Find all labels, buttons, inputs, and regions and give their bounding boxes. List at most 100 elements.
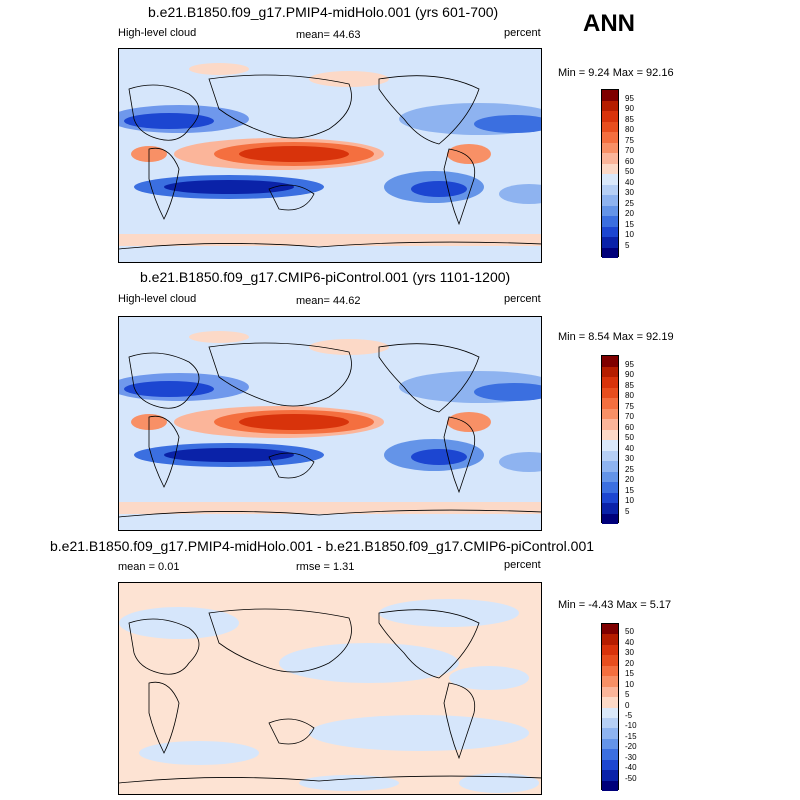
panel1-mean: mean= 44.63	[296, 29, 361, 41]
panel2-colorbar-segment	[602, 450, 618, 461]
panel2-colorbar-segment	[602, 429, 618, 440]
panel3-colorbar-tick-label: -15	[625, 731, 637, 741]
panel3-colorbar-segment	[602, 665, 618, 677]
panel2-variable: High-level cloud	[118, 293, 197, 305]
panel3-map	[118, 582, 542, 795]
panel3-colorbar-segment	[602, 686, 618, 698]
panel3-colorbar-tick-label: 15	[625, 669, 634, 679]
panel1-colorbar-tick-label: 60	[625, 156, 634, 166]
panel3-units: percent	[504, 559, 541, 571]
panel3-colorbar-segment	[602, 780, 618, 791]
panel2-units: percent	[504, 293, 541, 305]
panel2-colorbar-tick-label: 20	[625, 475, 634, 484]
panel2-title: b.e21.B1850.f09_g17.CMIP6-piControl.001 …	[140, 269, 511, 285]
panel2-colorbar-segment	[602, 398, 618, 409]
panel2-colorbar	[601, 355, 619, 524]
panel3-colorbar-segment	[602, 655, 618, 666]
panel1-colorbar-tick-label: 5	[625, 240, 630, 250]
panel1-colorbar	[601, 89, 619, 258]
panel1-colorbar-segment	[602, 121, 618, 132]
panel1-colorbar-segment	[602, 195, 618, 206]
panel1-colorbar-segment	[602, 226, 618, 237]
panel3-colorbar-segment	[602, 676, 618, 687]
panel2-colorbar-segment	[602, 408, 618, 419]
panel1-colorbar-segment	[602, 247, 618, 258]
panel3-colorbar-tick-label: -5	[625, 710, 633, 720]
panel2-colorbar-segment	[602, 387, 618, 398]
panel2-colorbar-segment	[602, 377, 618, 388]
panel3-colorbar-tick-label: 20	[625, 658, 634, 668]
panel1-colorbar-tick-label: 40	[625, 177, 634, 187]
panel1-colorbar-segment	[602, 205, 618, 216]
panel1-colorbar-segment	[602, 216, 618, 227]
panel2-minmax: Min = 8.54 Max = 92.19	[558, 331, 674, 343]
panel1-colorbar-segment	[602, 163, 618, 174]
panel2-map-svg	[119, 317, 541, 530]
panel2-colorbar-tick-label: 40	[625, 443, 634, 453]
panel1-colorbar-segment	[602, 174, 618, 185]
panel1-colorbar-tick-label: 20	[625, 209, 634, 218]
panel3-colorbar-tick-label: -20	[625, 742, 637, 752]
panel1-colorbar-tick-label: 85	[625, 114, 634, 124]
panel3-colorbar-segment	[602, 749, 618, 760]
panel2-colorbar-tick-label: 30	[625, 454, 634, 463]
panel3-colorbar-segment	[602, 738, 618, 750]
panel3-colorbar-tick-label: -30	[625, 752, 637, 762]
panel3-colorbar-tick-label: -10	[625, 721, 637, 731]
panel1-variable: High-level cloud	[118, 27, 197, 39]
panel3-colorbar-segment	[602, 634, 618, 645]
panel1-colorbar-segment	[602, 237, 618, 248]
panel1-colorbar-segment	[602, 100, 618, 111]
panel1-map	[118, 48, 542, 263]
panel3-minmax: Min = -4.43 Max = 5.17	[558, 599, 672, 611]
panel1-colorbar-tick-label: 15	[625, 219, 634, 229]
panel3-colorbar-tick-label: -50	[625, 773, 637, 783]
panel2-colorbar-segment	[602, 461, 618, 472]
panel1-colorbar-segment	[602, 132, 618, 143]
panel1-colorbar-segment	[602, 153, 618, 164]
panel1-colorbar-tick-label: 70	[625, 146, 634, 155]
panel3-colorbar-tick-label: 30	[625, 648, 634, 658]
panel3-colorbar-segment	[602, 728, 618, 739]
panel1-colorbar-tick-label: 90	[625, 104, 634, 113]
panel2-colorbar-segment	[602, 503, 618, 514]
panel1-title: b.e21.B1850.f09_g17.PMIP4-midHolo.001 (y…	[148, 4, 499, 20]
panel1-colorbar-tick-label: 95	[625, 93, 634, 103]
panel1-minmax: Min = 9.24 Max = 92.16	[558, 67, 674, 79]
panel1-colorbar-tick-label: 30	[625, 188, 634, 197]
panel2-colorbar-segment	[602, 356, 618, 367]
panel2-colorbar-tick-label: 15	[625, 485, 634, 495]
panel3-colorbar-tick-label: 10	[625, 679, 634, 689]
panel1-units: percent	[504, 27, 541, 39]
panel2-colorbar-tick-label: 25	[625, 464, 634, 474]
panel3-colorbar-segment	[602, 707, 618, 718]
panel1-map-svg	[119, 49, 541, 262]
panel2-colorbar-segment	[602, 419, 618, 430]
panel3-colorbar-tick-label: 5	[625, 690, 630, 700]
panel2-colorbar-segment	[602, 471, 618, 482]
panel1-colorbar-tick-label: 80	[625, 125, 634, 134]
panel2-colorbar-tick-label: 50	[625, 433, 634, 442]
panel3-colorbar-segment	[602, 759, 618, 771]
panel2-map	[118, 316, 542, 531]
panel1-colorbar-tick-label: 10	[625, 230, 634, 239]
panel2-colorbar-tick-label: 70	[625, 412, 634, 421]
panel3-map-svg	[119, 583, 541, 794]
panel3-title: b.e21.B1850.f09_g17.PMIP4-midHolo.001 - …	[50, 538, 595, 554]
panel3-colorbar-tick-label: 0	[625, 700, 630, 710]
panel3-colorbar-tick-label: -40	[625, 763, 637, 773]
panel3-rmse: rmse = 1.31	[296, 561, 355, 573]
panel1-colorbar-tick-label: 25	[625, 198, 634, 208]
panel2-colorbar-tick-label: 75	[625, 401, 634, 411]
panel3-colorbar-segment	[602, 644, 618, 656]
panel2-colorbar-tick-label: 85	[625, 380, 634, 390]
panel3-colorbar-tick-label: 40	[625, 637, 634, 647]
panel2-colorbar-tick-label: 5	[625, 506, 630, 516]
season-label: ANN	[583, 10, 635, 37]
panel2-colorbar-tick-label: 95	[625, 359, 634, 369]
panel2-colorbar-segment	[602, 492, 618, 503]
panel2-colorbar-tick-label: 80	[625, 391, 634, 400]
panel2-colorbar-segment	[602, 366, 618, 377]
panel2-mean: mean= 44.62	[296, 295, 361, 307]
panel2-colorbar-segment	[602, 513, 618, 524]
